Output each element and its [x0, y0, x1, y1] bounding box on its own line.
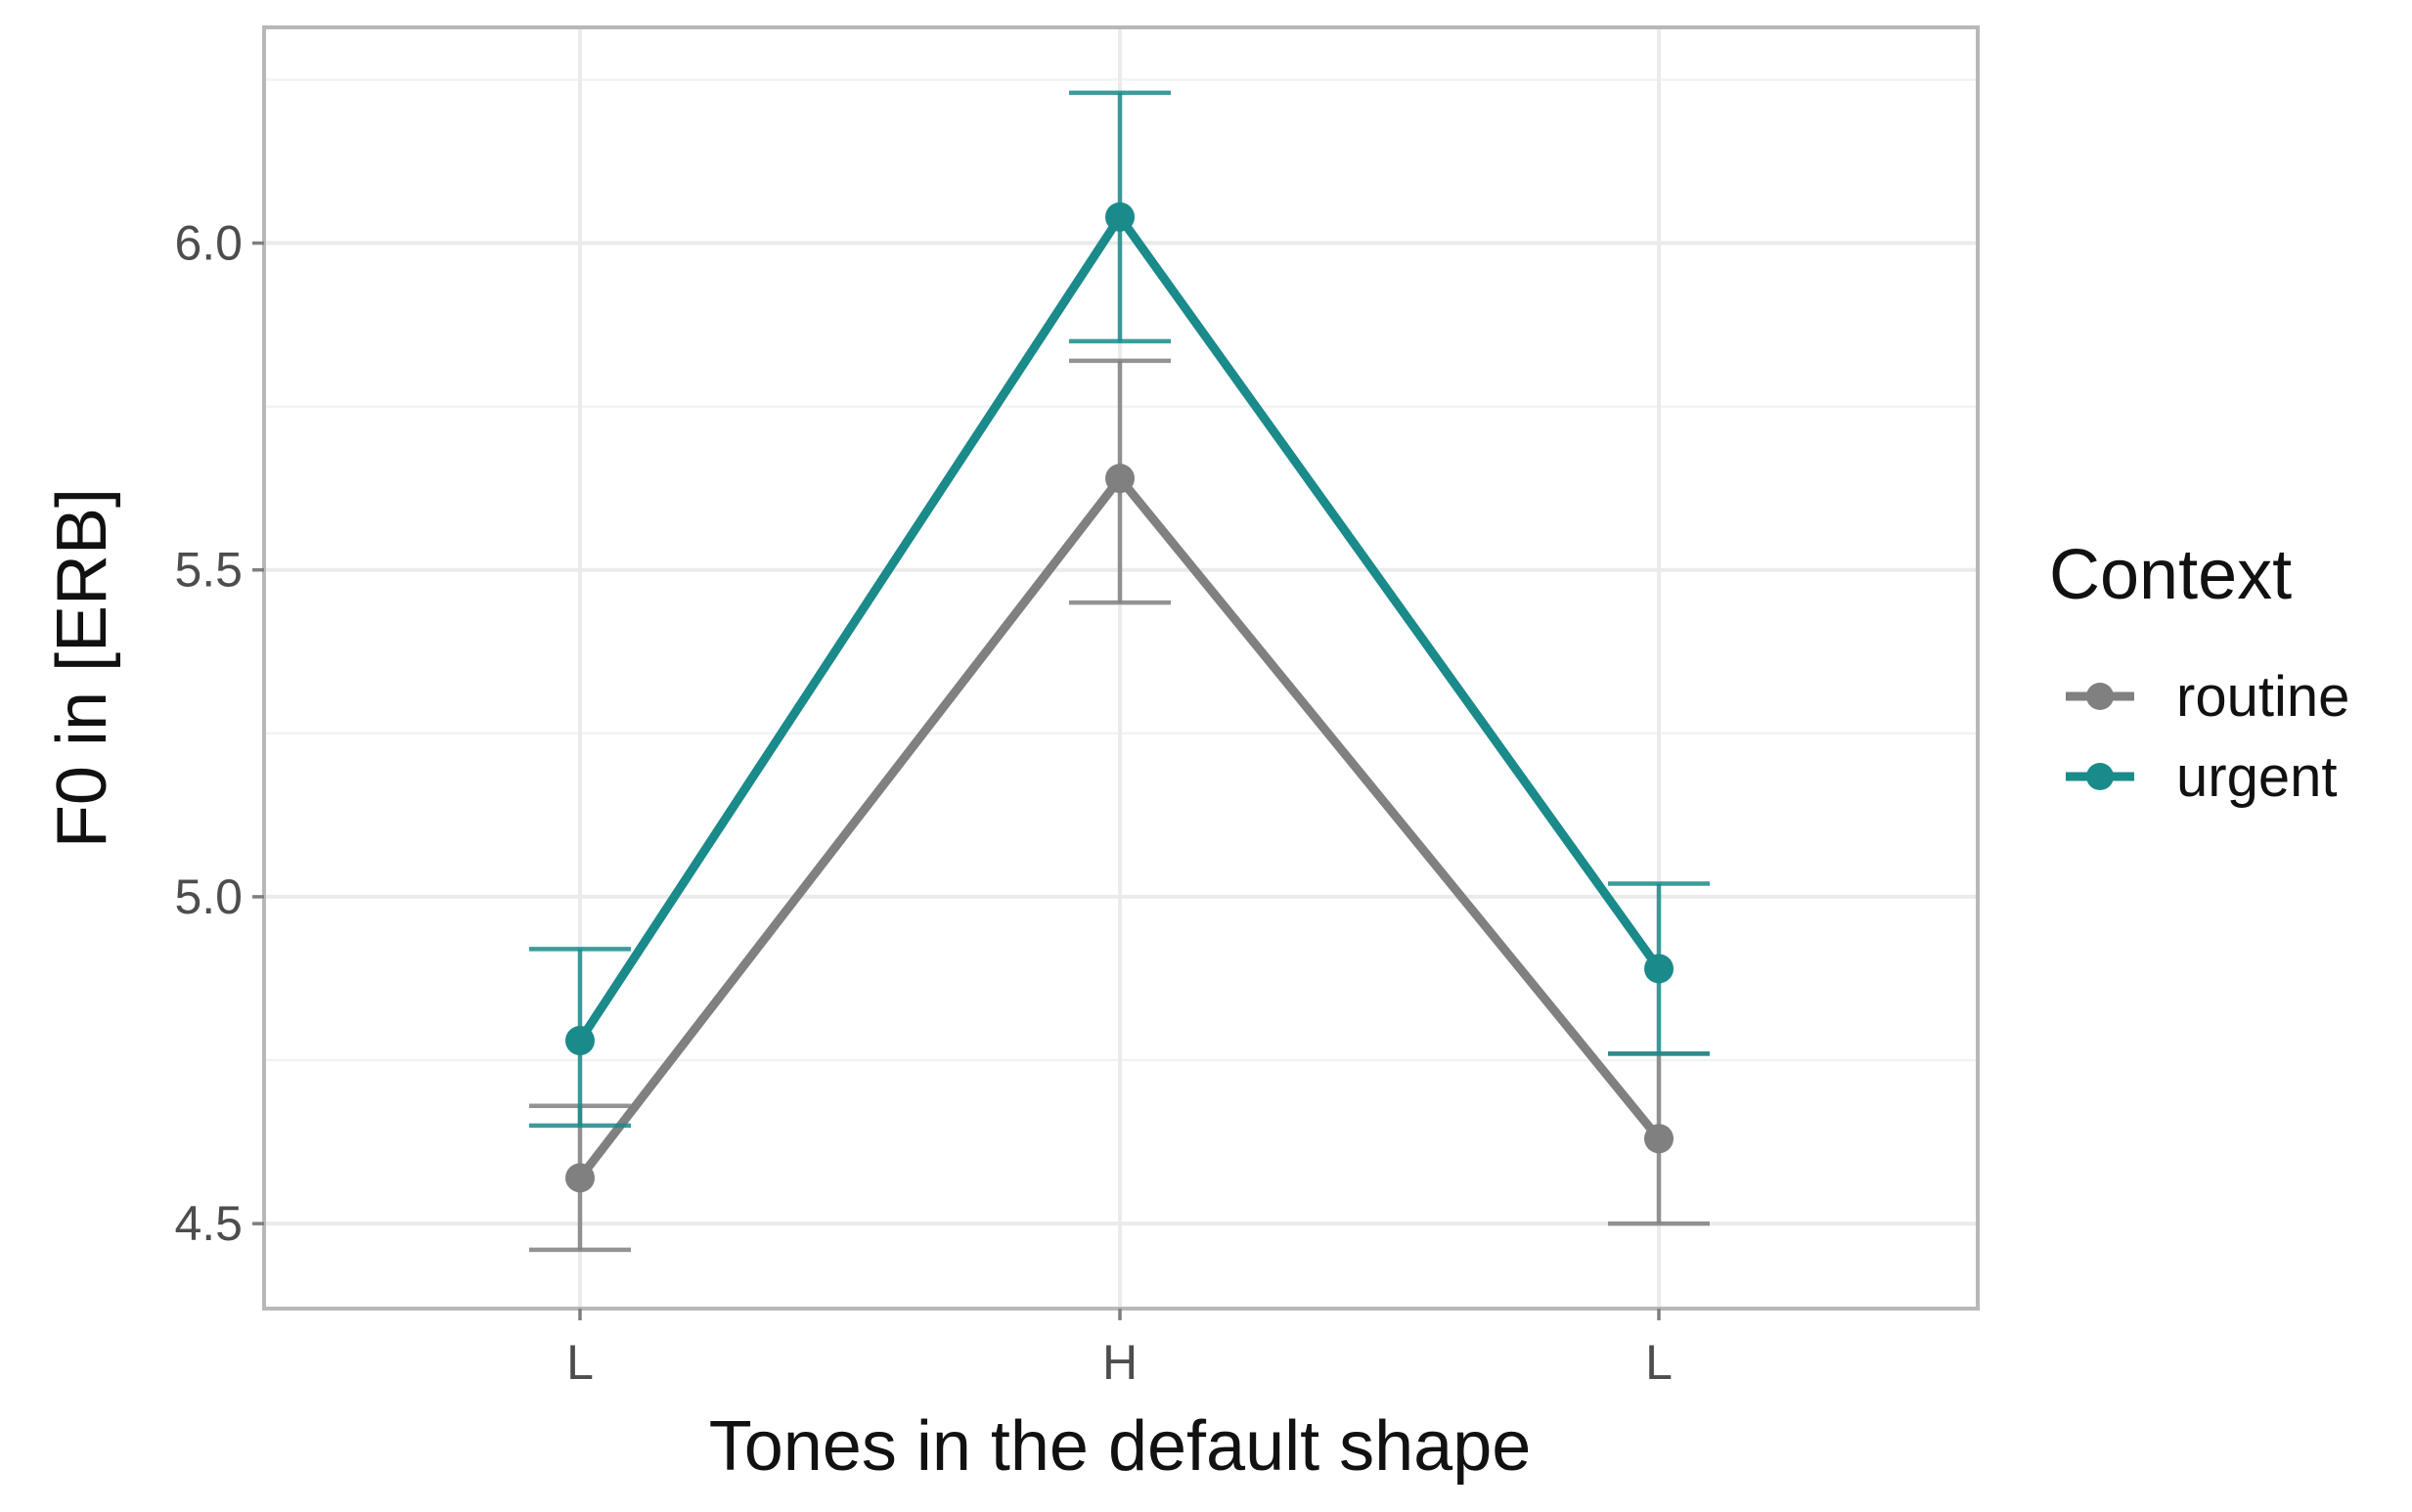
data-point	[565, 1025, 595, 1055]
y-axis-title: F0 in [ERB]	[43, 488, 121, 848]
legend-entries: routine urgent	[2066, 665, 2349, 809]
legend-key-point	[2086, 763, 2114, 790]
data-point	[1105, 464, 1135, 494]
x-tick-label: L	[1645, 1335, 1673, 1390]
y-tick-label: 5.0	[174, 869, 243, 924]
legend-title: Context	[2049, 536, 2292, 614]
series-urgent	[529, 90, 1710, 1129]
x-tick-label: H	[1102, 1335, 1138, 1390]
data-point	[1105, 201, 1135, 232]
y-tick-label: 6.0	[174, 216, 243, 271]
data-point	[565, 1163, 595, 1193]
grid-lines	[264, 27, 1978, 1309]
legend-entry-routine: routine	[2066, 665, 2349, 729]
data-point	[1644, 1124, 1674, 1154]
x-tick-label: L	[566, 1335, 594, 1390]
legend-label: routine	[2176, 665, 2349, 729]
series-group	[529, 90, 1710, 1253]
legend-entry-urgent: urgent	[2066, 745, 2337, 809]
y-tick-label: 4.5	[174, 1196, 243, 1251]
y-tick-label: 5.5	[174, 543, 243, 598]
legend-key-point	[2086, 683, 2114, 710]
data-point	[1644, 954, 1674, 984]
x-axis-title: Tones in the default shape	[709, 1407, 1532, 1486]
legend: Context routine urgent	[2049, 536, 2349, 809]
axes: 4.5 5.0 5.5 6.0 L H L	[174, 216, 1672, 1390]
legend-label: urgent	[2176, 745, 2337, 809]
